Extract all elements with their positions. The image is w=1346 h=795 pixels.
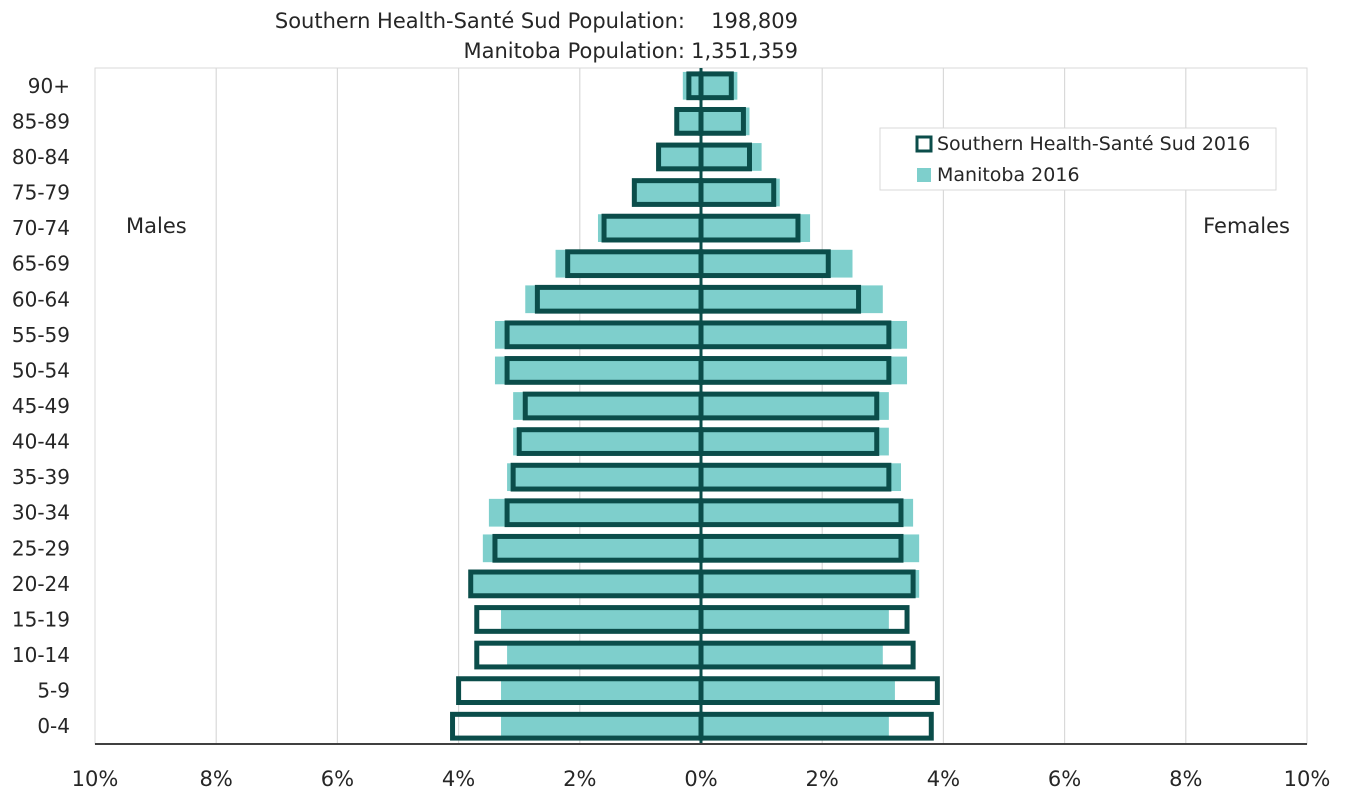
males-label: Males <box>126 214 187 238</box>
header-line1-value: 198,809 <box>711 9 798 33</box>
manitoba-female-bar <box>701 712 889 741</box>
x-tick-label: 2% <box>806 767 839 791</box>
x-tick-label: 2% <box>563 767 596 791</box>
y-tick-label: 5-9 <box>37 679 70 703</box>
manitoba-female-bar <box>701 320 908 349</box>
legend-swatch-manitoba <box>917 168 931 182</box>
y-tick-label: 40-44 <box>12 430 70 454</box>
y-tick-label: 20-24 <box>12 572 70 596</box>
y-tick-label: 0-4 <box>37 714 70 738</box>
header-line2-value: 1,351,359 <box>691 39 798 63</box>
x-tick-label: 8% <box>1169 767 1202 791</box>
y-tick-label: 55-59 <box>12 323 70 347</box>
manitoba-female-bar <box>701 178 780 207</box>
manitoba-male-bar <box>507 641 701 669</box>
females-label: Females <box>1203 214 1290 238</box>
y-tick-label: 15-19 <box>12 607 70 631</box>
y-tick-label: 45-49 <box>12 394 70 418</box>
manitoba-female-bar <box>701 356 908 385</box>
header-line1-label: Southern Health-Santé Sud Population: <box>275 9 685 33</box>
legend-box <box>879 127 1277 191</box>
legend: Southern Health-Santé Sud 2016 Manitoba … <box>879 127 1277 191</box>
manitoba-male-bar <box>555 249 701 278</box>
manitoba-female-bar <box>701 463 901 492</box>
y-tick-label: 80-84 <box>12 145 70 169</box>
y-tick-label: 70-74 <box>12 216 70 240</box>
y-tick-label: 30-34 <box>12 501 70 525</box>
manitoba-female-bar <box>701 498 914 527</box>
manitoba-female-bar <box>701 427 889 456</box>
manitoba-female-bar <box>701 285 883 314</box>
manitoba-male-bar <box>658 143 701 171</box>
legend-label-southern-health: Southern Health-Santé Sud 2016 <box>937 133 1250 155</box>
x-tick-label: 6% <box>321 767 354 791</box>
y-tick-label: 75-79 <box>12 181 70 205</box>
legend-swatch-southern-health <box>915 135 933 153</box>
header: Southern Health-Santé Sud Population: 19… <box>275 9 798 63</box>
manitoba-female-bar <box>701 605 889 634</box>
x-tick-label: 0% <box>684 767 717 791</box>
x-tick-labels: 10% 8% 6% 4% 2% 0% 2% 4% 6% 8% 10% <box>72 767 1331 791</box>
x-tick-label: 10% <box>72 767 119 791</box>
manitoba-male-bar <box>507 463 701 492</box>
x-tick-label: 4% <box>927 767 960 791</box>
manitoba-male-bar <box>482 534 701 563</box>
x-tick-label: 6% <box>1048 767 1081 791</box>
manitoba-male-bar <box>513 392 701 420</box>
x-tick-label: 8% <box>200 767 233 791</box>
y-tick-label: 25-29 <box>12 536 70 560</box>
manitoba-female-bar <box>701 570 920 598</box>
y-tick-label: 85-89 <box>12 109 70 133</box>
y-tick-label: 65-69 <box>12 252 70 276</box>
x-tick-label: 10% <box>1284 767 1331 791</box>
manitoba-male-bar <box>597 214 701 242</box>
y-tick-labels: 0-4 5-9 10-14 15-19 20-24 25-29 30-34 35-39 40-4… <box>12 74 70 738</box>
manitoba-female-bar <box>701 676 895 705</box>
manitoba-female-bar <box>701 534 920 563</box>
manitoba-male-bar <box>513 427 701 456</box>
manitoba-male-bar <box>494 320 701 349</box>
y-tick-label: 35-39 <box>12 465 70 489</box>
manitoba-male-bar <box>501 712 701 741</box>
manitoba-male-bar <box>676 107 701 136</box>
y-tick-label: 60-64 <box>12 287 70 311</box>
manitoba-male-bar <box>470 570 701 598</box>
manitoba-male-bar <box>501 605 701 634</box>
manitoba-male-bar <box>501 676 701 705</box>
manitoba-female-bar <box>701 392 889 420</box>
x-tick-label: 4% <box>442 767 475 791</box>
manitoba-female-bar <box>701 641 883 669</box>
y-tick-label: 50-54 <box>12 358 70 382</box>
manitoba-male-bar <box>634 178 701 207</box>
manitoba-bars <box>470 71 920 741</box>
y-tick-label: 90+ <box>28 74 70 98</box>
legend-label-manitoba: Manitoba 2016 <box>937 164 1080 186</box>
y-tick-label: 10-14 <box>12 643 70 667</box>
header-line2-label: Manitoba Population: <box>464 39 686 63</box>
manitoba-male-bar <box>494 356 701 385</box>
manitoba-male-bar <box>488 498 701 527</box>
manitoba-male-bar <box>525 285 701 314</box>
manitoba-female-bar <box>701 214 811 242</box>
